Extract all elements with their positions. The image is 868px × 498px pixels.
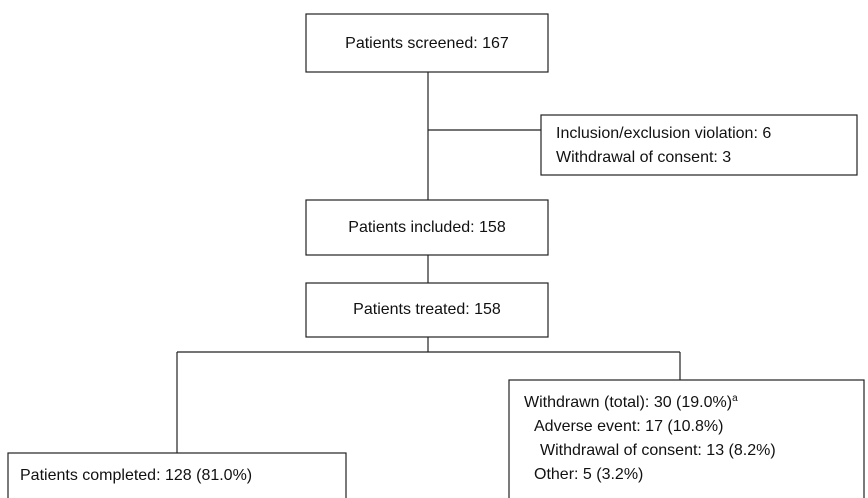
- node-box: [7, 452, 347, 498]
- node-line: Withdrawn (total): 30 (19.0%): [524, 394, 732, 411]
- node-box: [305, 282, 549, 338]
- node-label: Patients included: 158: [348, 219, 506, 236]
- node-box: [305, 199, 549, 256]
- node-line: Inclusion/exclusion violation: 6: [556, 125, 771, 142]
- node-box: [540, 114, 858, 176]
- node-box: [508, 379, 865, 498]
- node-line: Adverse event: 17 (10.8%): [534, 418, 723, 435]
- footnote-marker: a: [732, 393, 738, 404]
- node-box: [305, 13, 549, 73]
- node-line-group: Withdrawn (total): 30 (19.0%)a: [524, 393, 738, 412]
- node-line: Withdrawal of consent: 13 (8.2%): [540, 442, 776, 459]
- node-line: Other: 5 (3.2%): [534, 466, 643, 483]
- node-label: Patients screened: 167: [345, 35, 509, 52]
- node-label: Patients completed: 128 (81.0%): [20, 467, 252, 484]
- node-label: Patients treated: 158: [353, 301, 501, 318]
- node-line: Withdrawal of consent: 3: [556, 149, 731, 166]
